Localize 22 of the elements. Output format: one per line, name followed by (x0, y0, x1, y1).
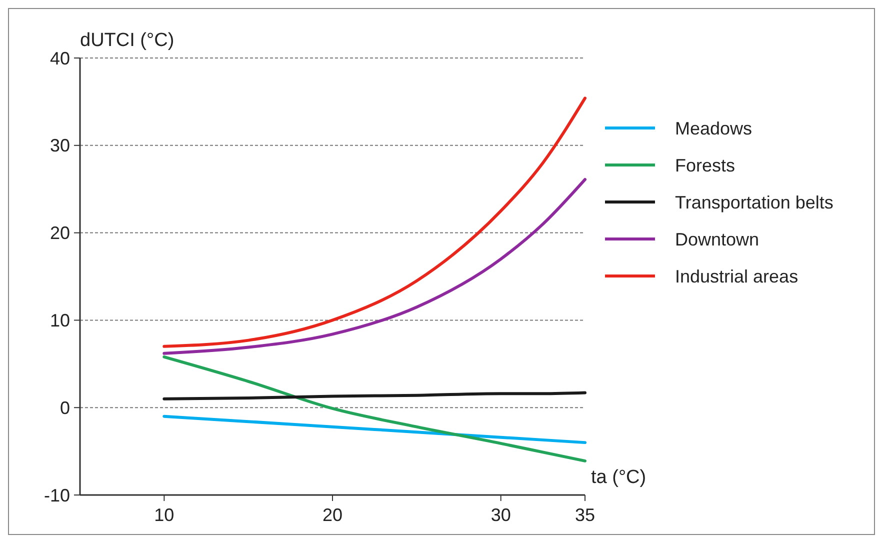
y-tick-label: 20 (50, 223, 70, 244)
x-axis-title: ta (°C) (591, 467, 646, 488)
y-axis-title: dUTCI (°C) (80, 30, 174, 51)
line-series (162, 391, 586, 400)
legend-label: Industrial areas (675, 266, 798, 286)
y-tick-label: -10 (44, 485, 70, 506)
x-tick-label: 35 (574, 505, 596, 525)
legend-label: Downtown (675, 229, 760, 250)
legend-label: Transportation belts (675, 192, 834, 212)
line-series (162, 414, 586, 444)
x-tick-label: 10 (154, 505, 174, 525)
y-tick-label: 0 (60, 398, 70, 418)
line-series (162, 96, 586, 348)
line-series (162, 178, 586, 355)
legend-label: Forests (675, 155, 736, 176)
line-series (162, 355, 586, 462)
y-tick-label: 10 (50, 310, 70, 330)
x-tick-label: 30 (490, 505, 511, 525)
x-tick-label: 20 (322, 505, 343, 525)
legend-label: Meadows (675, 118, 752, 138)
y-tick-label: 40 (50, 48, 70, 68)
y-tick-label: 30 (50, 136, 70, 156)
